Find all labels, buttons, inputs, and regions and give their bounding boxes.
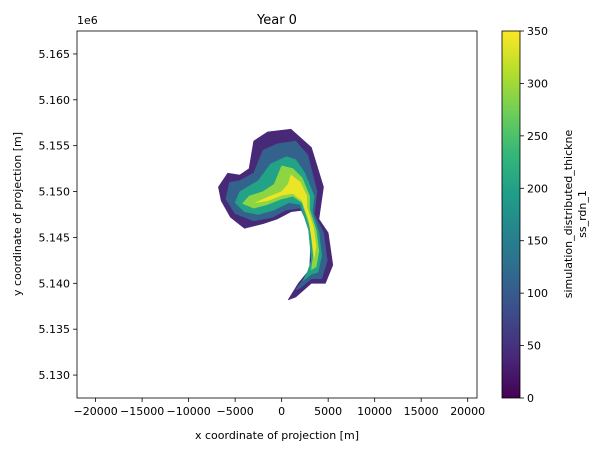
colorbar-tick-label: 250 [527, 130, 548, 143]
y-tick-label: 5.165 [39, 48, 71, 61]
x-tick-label: 10000 [357, 405, 392, 418]
colorbar-tick-label: 150 [527, 235, 548, 248]
y-tick-label: 5.135 [39, 323, 71, 336]
x-axis-ticks: −20000 −15000 −10000 −5000 0 5000 10000 15000 20… [73, 398, 485, 418]
colorbar-tick-label: 350 [527, 25, 548, 38]
x-tick-label: −10000 [167, 405, 211, 418]
y-axis-ticks: 5.130 5.135 5.140 5.145 5.150 5.155 5.160 5.165 [39, 48, 77, 382]
y-tick-label: 5.130 [39, 369, 71, 382]
x-tick-label: −15000 [120, 405, 164, 418]
x-tick-label: 20000 [450, 405, 485, 418]
y-tick-label: 5.160 [39, 94, 71, 107]
y-tick-label: 5.140 [39, 277, 71, 290]
colorbar-ticks: 0 50 100 150 200 250 300 350 [520, 25, 548, 405]
x-tick-label: 15000 [404, 405, 439, 418]
thickness-band-4-0 [255, 174, 317, 258]
x-tick-label: 0 [278, 405, 285, 418]
colorbar-tick-label: 300 [527, 77, 548, 90]
x-axis-label: x coordinate of projection [m] [195, 429, 359, 442]
colorbar-tick-label: 100 [527, 287, 548, 300]
y-axis-label: y coordinate of projection [m] [11, 132, 24, 296]
colorbar-label-line-2: ss_rdn_1 [576, 190, 589, 238]
colorbar-tick-label: 200 [527, 182, 548, 195]
plot-frame [76, 30, 478, 399]
y-offset-label: 1e6 [77, 14, 98, 27]
x-tick-label: −5000 [217, 405, 254, 418]
colorbar-tick-label: 50 [527, 340, 541, 353]
chart-title: Year 0 [256, 13, 297, 28]
colorbar [501, 30, 521, 399]
x-tick-label: 5000 [314, 405, 342, 418]
colorbar-tick-label: 0 [527, 392, 534, 405]
y-tick-label: 5.155 [39, 140, 71, 153]
colorbar-label-line-1: simulation_distributed_thickne [562, 130, 575, 299]
y-tick-label: 5.150 [39, 186, 71, 199]
glacier-thickness-map [218, 128, 334, 301]
y-tick-label: 5.145 [39, 231, 71, 244]
x-tick-label: −20000 [73, 405, 117, 418]
